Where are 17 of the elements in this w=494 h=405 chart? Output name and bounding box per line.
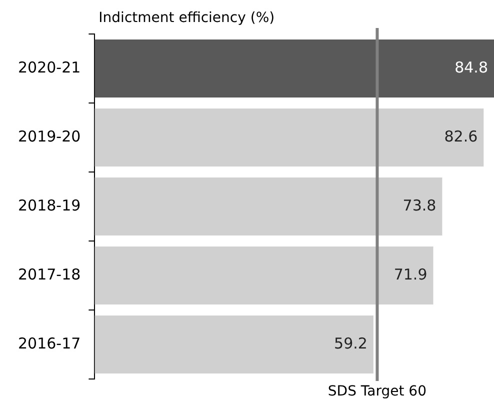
bar [94,316,374,374]
y-tick-label: 2018-19 [18,196,81,214]
chart-title: Indictment efficiency (%) [98,10,275,26]
y-tick-label: 2016-17 [18,334,81,352]
bar [94,108,484,166]
ref-line-label: SDS Target 60 [328,384,427,400]
y-tick-label: 2019-20 [18,127,81,146]
data-label: 82.6 [444,127,478,146]
bar [94,40,494,98]
y-tick-label: 2020-21 [18,58,81,76]
bar [94,246,434,304]
data-label: 73.8 [402,196,436,214]
data-label: 84.8 [454,58,488,76]
bar [94,178,442,236]
data-label: 59.2 [334,334,368,352]
data-label: 71.9 [394,265,428,284]
y-tick-label: 2017-18 [18,265,81,284]
